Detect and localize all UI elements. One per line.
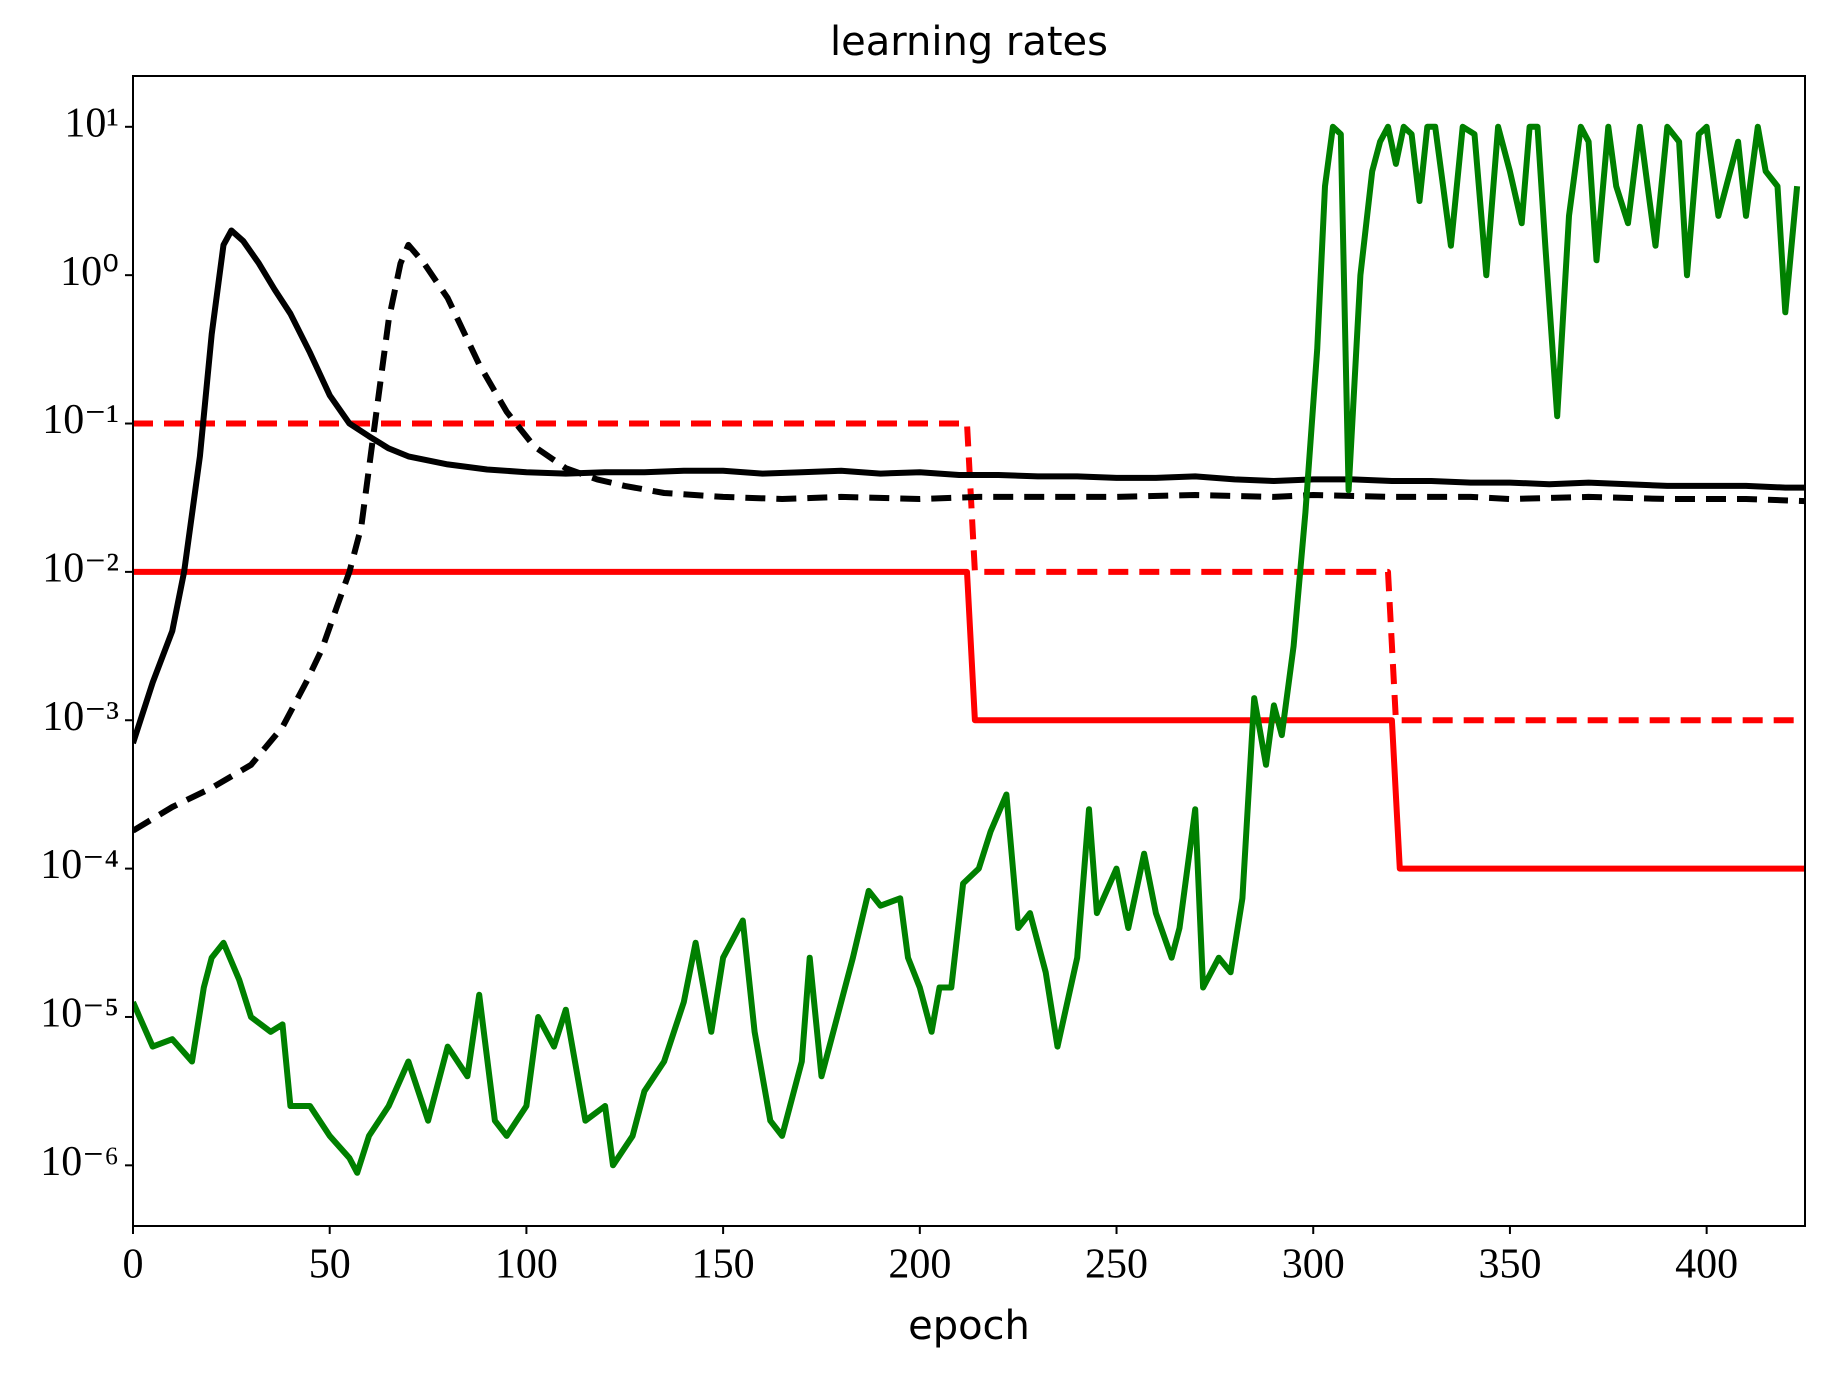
y-tick-label: 10⁻⁵ [40, 991, 119, 1037]
y-tick-label: 10⁻⁴ [40, 842, 119, 888]
x-tick-label: 300 [1282, 1242, 1345, 1288]
y-tick-label: 10⁻¹ [42, 397, 119, 443]
y-tick-label: 10¹ [64, 100, 119, 146]
x-tick-label: 350 [1478, 1242, 1541, 1288]
plot-area [133, 123, 1805, 1176]
y-tick-label: 10⁻⁶ [40, 1139, 119, 1185]
y-tick-label: 10⁻³ [42, 694, 119, 740]
x-tick-label: 0 [123, 1242, 144, 1288]
x-tick-label: 100 [495, 1242, 558, 1288]
x-tick-label: 150 [692, 1242, 755, 1288]
series-line [133, 227, 1805, 745]
x-tick-label: 400 [1675, 1242, 1738, 1288]
plot-frame [132, 75, 1806, 1227]
chart-title: learning rates [830, 19, 1108, 65]
series-line [133, 420, 1805, 724]
x-tick-label: 200 [888, 1242, 951, 1288]
series-line [133, 568, 1805, 872]
series-line [133, 123, 1801, 1176]
y-tick-label: 10⁻² [42, 546, 119, 592]
x-tick-label: 50 [309, 1242, 351, 1288]
y-tick-label: 10⁰ [60, 249, 119, 295]
series-line [133, 241, 1805, 834]
x-tick-label: 250 [1085, 1242, 1148, 1288]
x-axis-label: epoch [908, 1303, 1030, 1349]
